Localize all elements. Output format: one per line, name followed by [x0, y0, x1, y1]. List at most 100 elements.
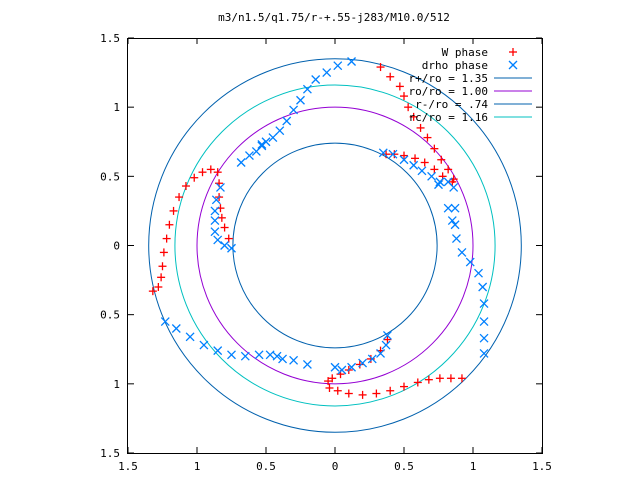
legend-marker-series-0: [509, 48, 517, 56]
data-point-series-1: [213, 235, 223, 245]
data-point-series-1: [427, 171, 437, 181]
data-point-series-0: [358, 390, 367, 399]
data-point-series-1: [337, 365, 347, 375]
data-point-series-0: [333, 386, 342, 395]
data-point-series-1: [465, 257, 475, 267]
data-point-series-0: [325, 383, 334, 392]
data-point-series-0: [437, 155, 446, 164]
data-point-series-1: [450, 220, 460, 230]
data-point-series-0: [206, 165, 215, 174]
data-point-series-1: [382, 330, 392, 340]
data-point-series-0: [213, 168, 222, 177]
data-point-series-1: [220, 241, 230, 250]
circle-1: [196, 106, 474, 385]
data-point-series-0: [169, 206, 178, 215]
data-point-series-1: [210, 227, 220, 237]
data-point-series-1: [254, 350, 264, 360]
circle-0: [148, 58, 522, 433]
data-point-series-1: [211, 195, 221, 205]
x-tick-label: 0.5: [394, 460, 414, 473]
data-point-series-1: [381, 340, 391, 350]
data-point-series-0: [416, 123, 425, 132]
data-point-series-0: [400, 151, 408, 160]
data-point-series-0: [435, 374, 444, 383]
data-point-series-0: [409, 112, 418, 121]
y-tick-label: 1.5: [100, 32, 120, 45]
data-point-series-1: [227, 350, 236, 360]
x-tick-label: 1.5: [532, 460, 552, 473]
legend-label-circle-1: ro/ro = 1.00: [409, 85, 488, 98]
legend-marker-series-1: [508, 60, 518, 70]
data-point-series-0: [404, 103, 413, 112]
data-point-series-0: [328, 374, 337, 383]
data-point-series-0: [376, 63, 385, 72]
data-point-series-1: [457, 247, 467, 257]
legend-label-circle-0: r+/ro = 1.35: [409, 72, 488, 85]
data-point-series-0: [372, 389, 381, 398]
data-point-series-0: [224, 234, 233, 243]
data-point-series-1: [451, 234, 461, 244]
data-point-series-0: [324, 377, 333, 386]
circle-2: [232, 142, 438, 349]
x-tick-label: 0: [332, 460, 339, 473]
data-point-series-1: [199, 340, 209, 350]
data-point-series-1: [227, 243, 236, 253]
data-point-series-0: [430, 165, 439, 174]
data-point-series-1: [257, 140, 267, 149]
legend-label-series-0: W phase: [442, 46, 488, 59]
data-point-series-0: [148, 287, 157, 296]
y-tick-label: 1: [113, 378, 120, 391]
data-point-series-1: [171, 324, 181, 333]
data-point-series-1: [479, 317, 489, 327]
data-point-series-0: [430, 144, 439, 153]
data-point-series-1: [479, 299, 489, 309]
x-tick-label: 0.5: [256, 460, 276, 473]
data-point-series-1: [244, 151, 254, 161]
data-point-series-1: [289, 355, 299, 365]
data-point-series-0: [165, 220, 174, 229]
data-point-series-1: [478, 282, 488, 292]
data-point-series-1: [330, 362, 340, 372]
data-point-series-0: [457, 374, 466, 383]
data-point-series-1: [358, 358, 368, 368]
data-point-series-0: [198, 168, 207, 177]
data-point-series-1: [213, 346, 223, 356]
data-point-series-0: [159, 248, 168, 257]
data-point-series-1: [160, 317, 170, 327]
data-point-series-1: [367, 354, 377, 364]
legend-label-circle-2: r-/ro = .74: [415, 98, 488, 111]
data-point-series-1: [302, 84, 312, 94]
x-tick-label: 1.5: [118, 460, 138, 473]
data-point-series-1: [278, 354, 288, 364]
data-point-series-1: [474, 268, 483, 278]
data-point-series-1: [240, 351, 250, 361]
data-point-series-0: [400, 92, 408, 101]
data-point-series-1: [399, 155, 409, 165]
x-tick-label: 1: [194, 460, 201, 473]
data-point-series-1: [216, 182, 225, 192]
data-point-series-1: [417, 166, 427, 176]
data-point-series-0: [157, 273, 166, 282]
data-point-series-1: [322, 68, 332, 78]
data-point-series-0: [190, 173, 199, 182]
data-point-series-1: [347, 362, 357, 372]
data-point-series-1: [282, 116, 292, 126]
data-point-series-1: [435, 177, 445, 187]
data-point-series-1: [378, 148, 388, 158]
data-point-series-1: [289, 105, 299, 115]
data-point-series-0: [386, 72, 395, 81]
y-tick-label: 1.5: [100, 447, 120, 460]
data-point-series-0: [154, 283, 163, 291]
data-point-series-0: [446, 374, 455, 383]
data-point-series-1: [443, 203, 453, 213]
data-point-series-0: [420, 158, 429, 167]
data-point-series-0: [217, 213, 226, 222]
data-point-series-0: [344, 389, 353, 398]
data-point-series-1: [434, 180, 443, 190]
data-point-series-0: [386, 386, 395, 395]
data-point-series-1: [311, 75, 321, 84]
data-point-series-0: [400, 382, 408, 391]
data-point-series-0: [423, 133, 432, 142]
data-point-series-0: [411, 154, 420, 163]
